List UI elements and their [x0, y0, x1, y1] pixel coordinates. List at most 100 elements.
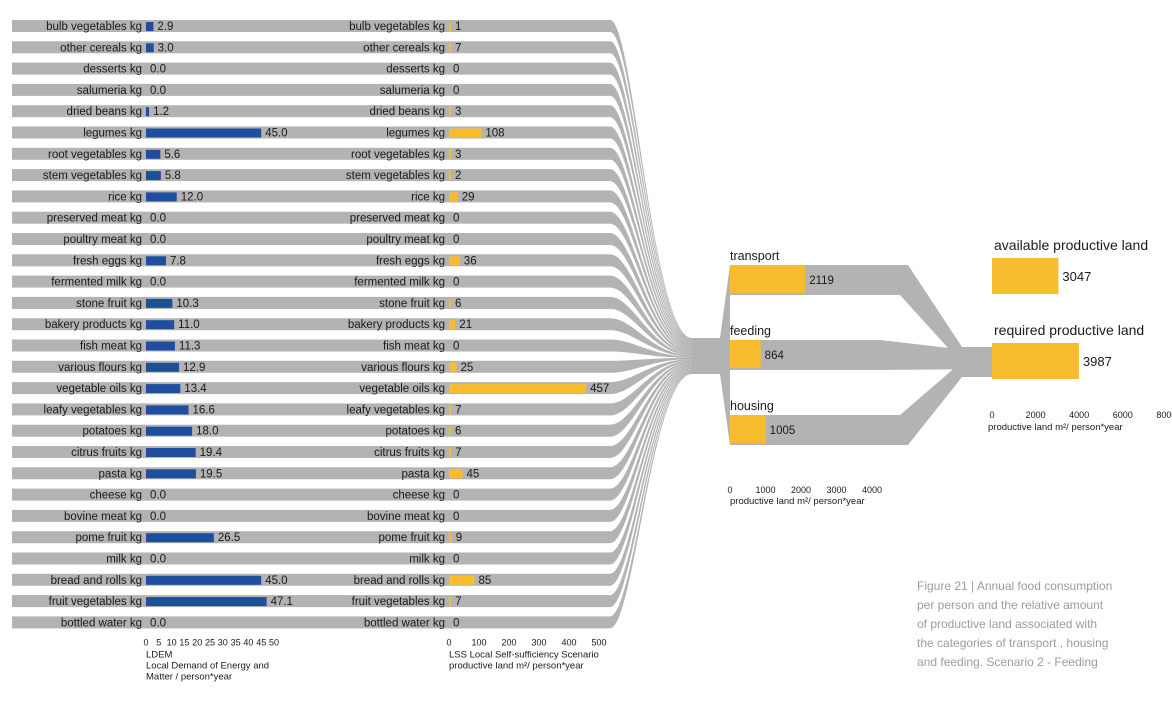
ldem-value-label: 10.3 [176, 298, 198, 310]
lss-category-label: preserved meat kg [350, 213, 445, 225]
lss-category-label: other cereals kg [363, 42, 445, 54]
lss-tick-label: 100 [471, 638, 486, 648]
ldem-value-label: 19.4 [200, 447, 223, 459]
ldem-category-label: bulb vegetables kg [46, 21, 142, 33]
ldem-category-label: legumes kg [83, 128, 142, 140]
total-tick-label: 0 [989, 410, 994, 420]
ldem-axis-label: Matter / person*year [146, 672, 232, 683]
row-band [12, 275, 610, 288]
flow-link [610, 364, 692, 480]
lss-bar [449, 405, 452, 415]
row-band [12, 169, 610, 182]
total-bar [992, 258, 1059, 294]
lss-bar [449, 149, 451, 159]
ldem-tick-label: 50 [269, 638, 279, 648]
lss-value-label: 36 [464, 255, 477, 267]
total-tick-label: 8000 [1156, 410, 1172, 420]
ldem-tick-label: 40 [243, 638, 253, 648]
caption-line: of productive land associated with [917, 617, 1097, 631]
ldem-value-label: 1.2 [153, 106, 169, 118]
lss-value-label: 0 [453, 511, 459, 523]
lss-category-label: legumes kg [386, 128, 445, 140]
lss-value-label: 21 [459, 319, 472, 331]
ldem-value-label: 7.8 [170, 255, 186, 267]
land-use-tick-label: 2000 [791, 485, 811, 495]
lss-value-label: 25 [461, 362, 474, 374]
ldem-value-label: 5.6 [164, 149, 180, 161]
lss-category-label: poultry meat kg [366, 234, 445, 246]
lss-category-label: fresh eggs kg [376, 255, 445, 267]
ldem-bar [146, 171, 161, 181]
flow-link [610, 357, 692, 373]
ldem-bar [146, 22, 154, 31]
lss-bars: bulb vegetables kg 1 other cereals kg 7 dess… [346, 21, 609, 629]
caption-line: and feeding. Scenario 2 - Feeding [917, 655, 1098, 669]
lss-value-label: 457 [590, 383, 609, 395]
lss-value-label: 0 [453, 277, 459, 289]
total-category-label: required productive land [994, 322, 1144, 338]
ldem-value-label: 45.0 [265, 128, 287, 140]
lss-bar [449, 107, 451, 117]
ldem-category-label: cheese kg [90, 490, 142, 502]
lss-value-label: 29 [462, 191, 475, 203]
lss-category-label: stone fruit kg [379, 298, 445, 310]
flow-link [610, 339, 692, 358]
lss-bar [449, 22, 451, 31]
ldem-value-label: 0.0 [150, 85, 166, 97]
lss-category-label: root vegetables kg [351, 149, 445, 161]
flow-link [610, 147, 692, 347]
lss-bar [449, 575, 475, 585]
flow-link [610, 318, 692, 357]
ldem-category-label: milk kg [106, 554, 142, 566]
ldem-category-label: other cereals kg [60, 42, 142, 54]
lss-value-label: 7 [455, 42, 461, 54]
row-band [12, 105, 610, 118]
row-band [12, 616, 610, 629]
lss-category-label: bottled water kg [364, 617, 445, 629]
ldem-category-label: rice kg [108, 191, 142, 203]
lss-category-label: pome fruit kg [379, 532, 445, 544]
ldem-value-label: 12.0 [181, 191, 203, 203]
flow-link [610, 169, 692, 348]
flow-link [610, 105, 692, 345]
total-category-label: available productive land [994, 237, 1148, 253]
lss-category-label: bread and rolls kg [354, 575, 445, 587]
ldem-category-label: fresh eggs kg [73, 255, 142, 267]
ldem-category-label: stone fruit kg [76, 298, 142, 310]
flow-link [610, 126, 692, 346]
flow-link [880, 365, 992, 445]
lss-bar [449, 128, 482, 138]
ldem-value-label: 0.0 [150, 277, 166, 289]
lss-category-label: bovine meat kg [367, 511, 445, 523]
ldem-value-label: 19.5 [200, 468, 222, 480]
ldem-bar [146, 256, 166, 266]
land-use-bar [730, 340, 761, 368]
land-use-value-label: 2119 [809, 275, 834, 287]
total-value-label: 3987 [1083, 354, 1112, 369]
ldem-bar [146, 149, 161, 159]
lss-value-label: 0 [453, 617, 459, 629]
ldem-bars: bulb vegetables kg 2.9 other cereals kg 3.0… [43, 21, 293, 629]
ldem-value-label: 3.0 [158, 42, 174, 54]
ldem-bar [146, 448, 196, 457]
ldem-bar [146, 192, 177, 202]
lss-value-label: 0 [453, 234, 459, 246]
lss-value-label: 7 [455, 404, 461, 416]
ldem-category-label: dried beans kg [67, 106, 142, 118]
caption-line: the categories of transport , housing [917, 636, 1108, 650]
land-use-tick-label: 0 [727, 485, 732, 495]
ldem-tick-label: 15 [179, 638, 189, 648]
ldem-value-label: 47.1 [271, 596, 293, 608]
figure-caption: Figure 21 | Annual food consumption per p… [917, 579, 1112, 669]
flow-link [610, 359, 692, 395]
ldem-category-label: bottled water kg [61, 617, 142, 629]
total-tick-label: 6000 [1113, 410, 1133, 420]
ldem-category-label: vegetable oils kg [56, 383, 142, 395]
lss-tick-label: 400 [561, 638, 576, 648]
row-band [12, 147, 610, 160]
ldem-value-label: 16.6 [192, 404, 214, 416]
total-axis-label: productive land m²/ person*year [988, 422, 1123, 433]
ldem-category-label: stem vegetables kg [43, 170, 142, 182]
row-band [12, 190, 610, 203]
lss-bar [449, 192, 458, 202]
